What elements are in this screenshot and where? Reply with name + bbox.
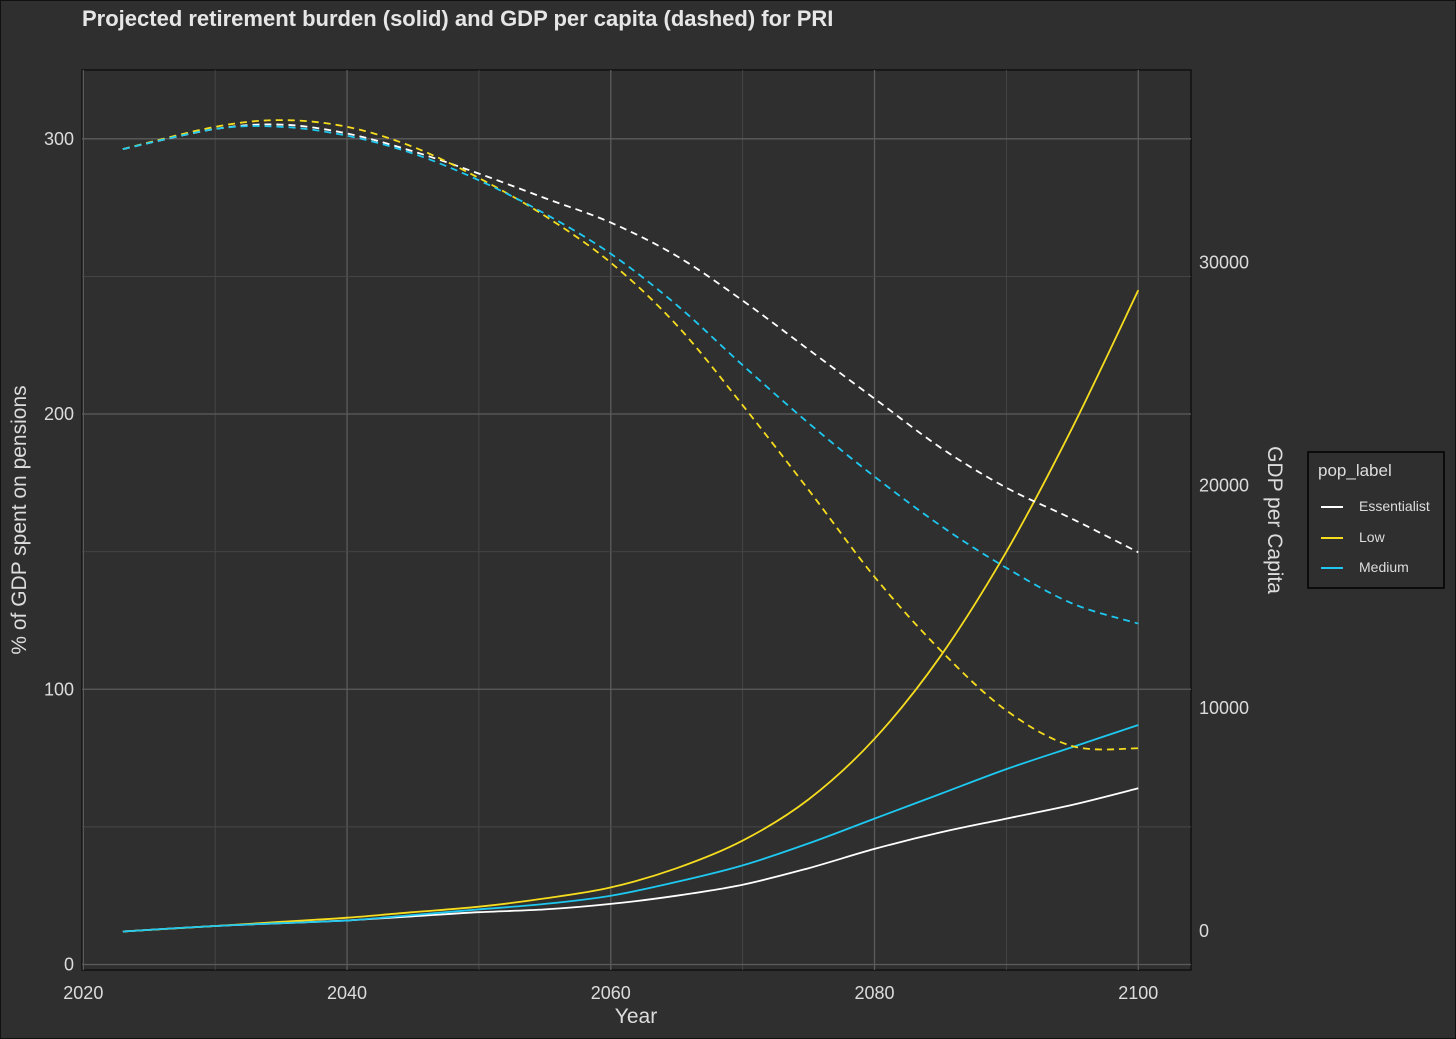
tick-labels: 2020 2040 2060 2080 2100 0 100 200 300 0 10000 2000… (44, 129, 1249, 1003)
legend-title: pop_label (1318, 461, 1392, 480)
y-axis-left-label: % of GDP spent on pensions (8, 385, 31, 654)
legend-swatch-medium (1321, 567, 1343, 569)
legend-label-essentialist: Essentialist (1359, 498, 1430, 514)
legend: pop_label Essentialist Low Medium (1307, 451, 1445, 589)
y-right-tick-label: 10000 (1199, 698, 1249, 718)
y-left-tick-label: 300 (44, 129, 74, 149)
legend-swatch-low (1321, 537, 1343, 539)
y-axis-right-label: GDP per Capita (1263, 446, 1286, 594)
x-tick-label: 2060 (591, 983, 631, 1003)
series-lines (122, 119, 1140, 933)
x-tick-label: 2020 (63, 983, 103, 1003)
chart-title: Projected retirement burden (solid) and … (82, 6, 834, 31)
legend-swatch-essentialist (1321, 506, 1343, 508)
y-left-tick-label: 0 (64, 954, 74, 974)
series-line-low-solid (122, 289, 1140, 933)
y-left-tick-label: 100 (44, 679, 74, 699)
x-tick-label: 2080 (854, 983, 894, 1003)
y-right-tick-label: 30000 (1199, 253, 1249, 273)
grid-lines (82, 70, 1191, 970)
x-tick-label: 2040 (327, 983, 367, 1003)
y-right-tick-label: 0 (1199, 921, 1209, 941)
series-line-low-dashed (122, 119, 1139, 751)
y-right-tick-label: 20000 (1199, 475, 1249, 495)
legend-label-low: Low (1359, 529, 1385, 545)
y-left-tick-label: 200 (44, 404, 74, 424)
series-line-medium-dashed (122, 125, 1139, 625)
x-axis-label: Year (615, 1005, 657, 1028)
legend-label-medium: Medium (1359, 559, 1409, 575)
series-line-medium-solid (122, 724, 1139, 933)
series-line-essentialist-dashed (122, 123, 1139, 554)
x-tick-label: 2100 (1118, 983, 1158, 1003)
